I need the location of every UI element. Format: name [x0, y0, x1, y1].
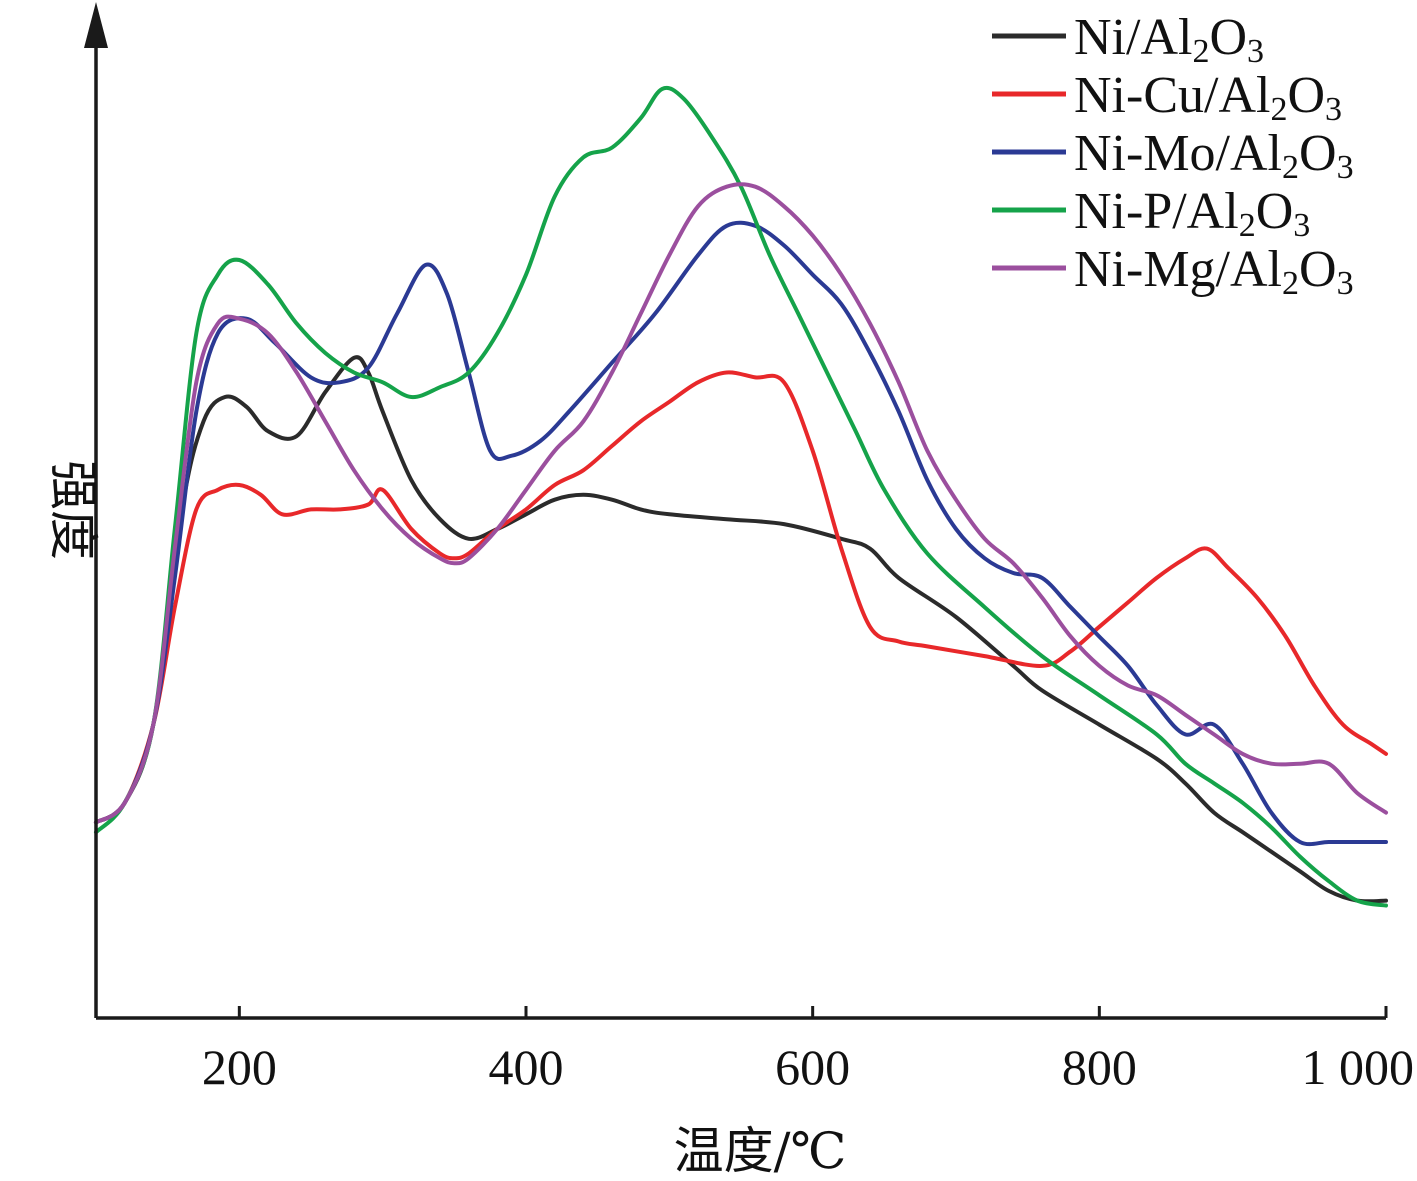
x-tick-label: 800: [1062, 1039, 1137, 1095]
x-ticks: 200 400 600 800 1 000: [202, 1006, 1414, 1095]
y-axis-label: 强度: [44, 460, 102, 560]
legend-label: Ni-Cu/Al2O3: [1074, 67, 1342, 128]
series-line-1: [94, 370, 1388, 825]
legend-item: Ni-Mo/Al2O3: [992, 125, 1354, 186]
series-line-3: [94, 85, 1388, 908]
x-tick-label: 600: [775, 1039, 850, 1095]
legend-label: Ni-P/Al2O3: [1074, 183, 1310, 244]
legend-item: Ni-Cu/Al2O3: [992, 67, 1342, 128]
legend: Ni/Al2O3Ni-Cu/Al2O3Ni-Mo/Al2O3Ni-P/Al2O3…: [992, 9, 1354, 302]
series-line-4: [94, 182, 1388, 825]
plot-lines: [94, 85, 1388, 908]
legend-label: Ni/Al2O3: [1074, 9, 1264, 70]
series-line-0: [94, 355, 1388, 904]
legend-item: Ni/Al2O3: [992, 9, 1264, 70]
x-axis-label: 温度/℃: [674, 1122, 847, 1180]
x-tick-label: 1 000: [1302, 1039, 1415, 1095]
legend-label: Ni-Mg/Al2O3: [1074, 241, 1354, 302]
x-tick-label: 400: [489, 1039, 564, 1095]
y-axis-arrow-icon: [84, 2, 108, 48]
legend-item: Ni-P/Al2O3: [992, 183, 1310, 244]
legend-item: Ni-Mg/Al2O3: [992, 241, 1354, 302]
x-tick-label: 200: [202, 1039, 277, 1095]
legend-label: Ni-Mo/Al2O3: [1074, 125, 1354, 186]
